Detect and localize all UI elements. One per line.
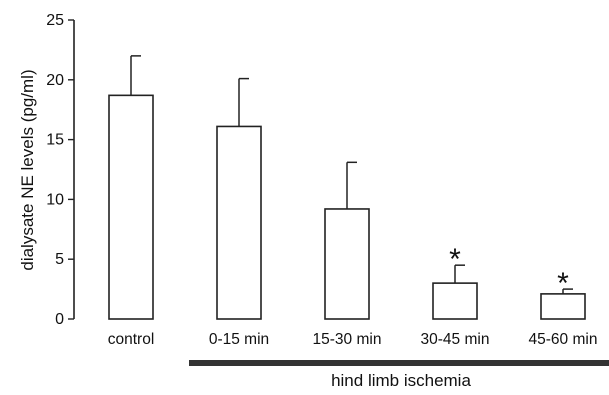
bars-group: ** (108, 55, 586, 320)
y-axis-label: dialysate NE levels (pg/ml) (18, 69, 37, 270)
bar (540, 293, 586, 320)
x-axis: control 0-15 min 15-30 min 30-45 min 45-60 m… (108, 331, 598, 348)
significance-marker: * (449, 243, 461, 276)
x-tick-label: 15-30 min (313, 331, 382, 348)
y-tick-label: 5 (55, 251, 64, 268)
ischemia-bracket: hind limb ischemia (189, 360, 609, 390)
bar (108, 94, 154, 320)
x-tick-label: 30-45 min (421, 331, 490, 348)
ischemia-bracket-label: hind limb ischemia (331, 371, 471, 390)
y-axis: 0 5 10 15 20 25 (46, 12, 75, 328)
ischemia-bracket-bar (189, 360, 609, 366)
y-tick-label: 0 (55, 311, 64, 328)
x-tick-label: control (108, 331, 155, 348)
y-tick-label: 10 (46, 191, 64, 208)
y-tick-label: 20 (46, 72, 64, 89)
x-tick-label: 0-15 min (209, 331, 269, 348)
bar (216, 125, 262, 320)
bar (432, 282, 478, 320)
significance-marker: * (557, 267, 569, 300)
x-tick-label: 45-60 min (529, 331, 598, 348)
bar (324, 208, 370, 320)
y-tick-label: 25 (46, 12, 64, 29)
y-tick-label: 15 (46, 132, 64, 149)
